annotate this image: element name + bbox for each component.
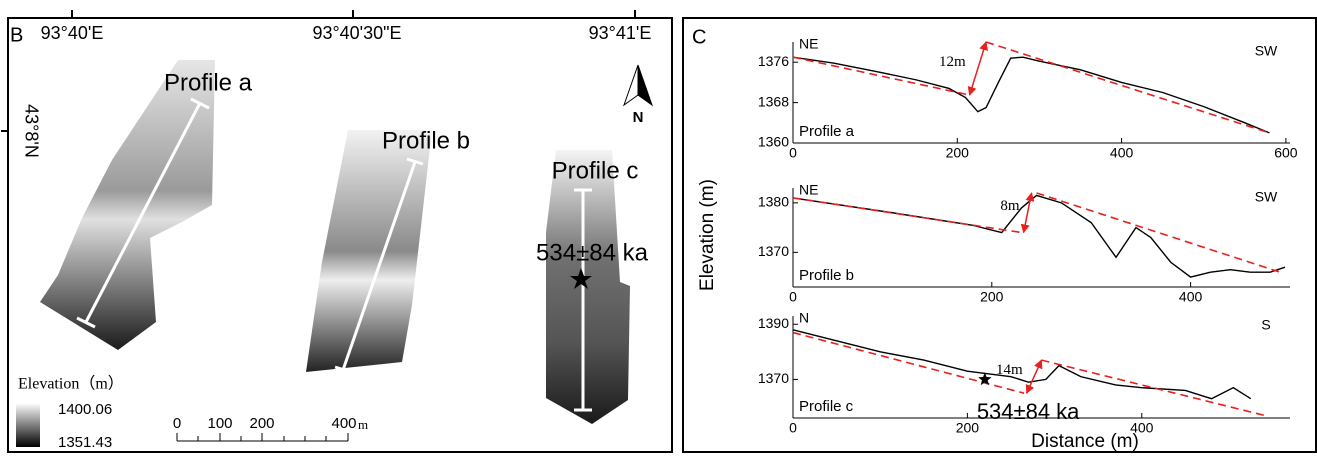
longitude-label: 93°40'E [41,23,104,43]
profile-label: Profile b [799,267,854,284]
y-tick-label: 1376 [758,53,789,69]
legend-title: Elevation（m） [18,375,124,393]
legend-min: 1351.43 [58,434,112,451]
offset-arrow [1024,193,1032,233]
north-arrow [624,65,638,105]
longitude-label: 93°40'30"E [312,23,401,43]
x-tick-label: 200 [980,289,1004,305]
map-panel: B 93°40'E 93°40'30"E 93°41'E 43°8'N Prof… [1,10,672,452]
panel-letter: B [10,24,23,46]
scale-label: 400 [331,415,356,432]
dem-strip [40,60,215,350]
scale-unit: m [358,417,368,432]
figure: B 93°40'E 93°40'30"E 93°41'E 43°8'N Prof… [0,0,1317,454]
legend-max: 1400.06 [58,401,112,418]
x-tick-label: 400 [1130,420,1154,436]
offset-arrow [970,42,986,95]
reference-line [793,193,1280,272]
legend-ramp [16,403,40,447]
profile-label: Profile b [382,127,470,154]
offset-label: 8m [1000,198,1020,214]
profile-label: Profile c [552,157,639,184]
y-tick-label: 1380 [758,194,789,210]
sample-age: 534±84 ka [536,239,649,266]
sample-label: 534±84 ka [977,399,1080,424]
offset-arrow [1027,360,1042,393]
x-tick-label: 0 [789,420,797,436]
longitude-label: 93°41'E [589,23,652,43]
direction-label: N [799,310,809,326]
x-tick-label: 400 [1110,145,1134,161]
direction-label: NE [799,36,818,52]
x-tick-label: 0 [789,145,797,161]
scale-label: 0 [173,415,181,432]
y-tick-label: 1370 [758,243,789,259]
scale-bar [177,433,348,441]
direction-label: SW [1255,189,1278,205]
x-axis-title: Distance (m) [1031,431,1139,452]
y-tick-label: 1370 [758,370,789,386]
direction-label: S [1261,317,1270,333]
y-tick-label: 1360 [758,134,789,150]
profile-label: Profile c [799,398,854,415]
direction-label: NE [799,182,818,198]
direction-label: SW [1255,43,1278,59]
x-tick-label: 400 [1179,289,1203,305]
reference-line [793,42,1269,133]
profile-line [793,195,1285,277]
offset-label: 14m [996,362,1023,378]
panel-letter: C [692,26,706,48]
x-tick-label: 600 [1274,145,1298,161]
north-label: N [633,109,644,126]
scale-label: 100 [207,415,232,432]
y-tick-label: 1368 [758,93,789,109]
profile-label: Profile a [799,123,855,140]
latitude-label: 43°8'N [21,104,41,158]
offset-label: 12m [939,54,966,70]
x-tick-label: 200 [946,145,970,161]
profile-label: Profile a [164,69,253,96]
x-tick-label: 200 [956,420,980,436]
x-tick-label: 0 [789,289,797,305]
north-arrow [638,65,652,105]
profile-line [793,57,1269,133]
y-axis-title: Elevation (m) [697,179,718,291]
scale-label: 200 [249,415,274,432]
y-tick-label: 1390 [758,315,789,331]
